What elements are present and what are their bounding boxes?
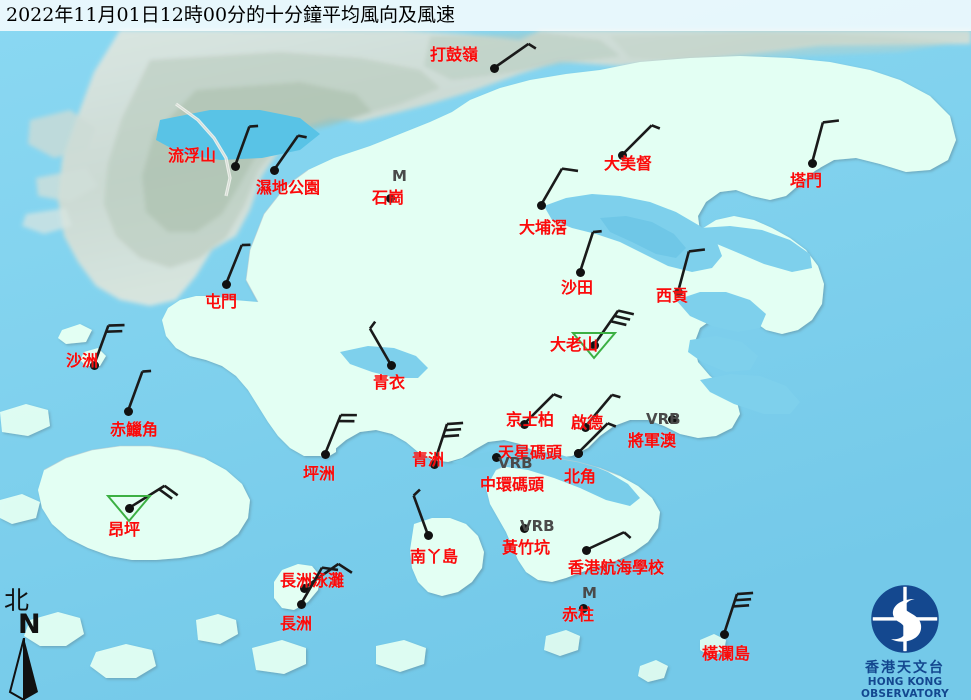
station-dot — [124, 503, 134, 513]
station-dot — [580, 422, 590, 432]
station-label-kings-park: 京士柏 — [506, 410, 555, 429]
station-label-sha-tin: 沙田 — [561, 278, 594, 297]
station-label-tap-mun: 塔門 — [790, 171, 823, 190]
station-note-tseung-kwan-o: VRB — [646, 410, 681, 428]
station-label-waglan-island: 橫瀾島 — [702, 644, 751, 663]
station-label-tai-po-kau: 大埔滘 — [519, 218, 568, 237]
station-label-ngong-ping: 昂坪 — [108, 520, 141, 539]
wind-barb-icon — [585, 531, 632, 552]
hko-logo: 香港天文台 HONG KONG OBSERVATORY — [843, 583, 967, 700]
wind-barb-icon — [621, 124, 661, 156]
station-label-north-point: 北角 — [564, 467, 597, 486]
station-dot — [536, 200, 546, 210]
title-bar: 2022年11月01日12時00分的十分鐘平均風向及風速 — [0, 0, 971, 31]
station-dot — [578, 603, 588, 613]
wind-barb-icon — [592, 309, 635, 346]
station-dot — [269, 165, 279, 175]
station-dot — [230, 161, 240, 171]
station-dot — [573, 448, 583, 458]
wind-barb-icon — [92, 323, 125, 366]
station-label-sha-chau: 沙洲 — [66, 351, 99, 370]
wind-barb-icon — [577, 422, 617, 454]
station-label-stanley: 赤柱 — [562, 605, 595, 624]
station-dot — [491, 452, 501, 462]
wind-barb-icon — [368, 320, 393, 366]
wind-barb-icon — [539, 167, 579, 206]
north-arrow-icon — [8, 638, 38, 700]
station-label-tates-cairn: 大老山 — [550, 335, 599, 354]
station-label-chek-lap-kok: 赤鱲角 — [110, 420, 159, 439]
station-label-tsing-yi: 青衣 — [373, 373, 406, 392]
station-label-central-pier: 中環碼頭 — [480, 475, 545, 494]
hko-logo-icon — [871, 585, 939, 653]
wind-barb-icon — [676, 248, 706, 293]
compass-north-en: N — [18, 609, 41, 640]
station-label-lau-fau-shan: 流浮山 — [168, 146, 217, 165]
wind-barb-icon — [578, 229, 602, 273]
station-label-tseung-kwan-o: 將軍澳 — [628, 431, 677, 450]
station-note-stanley: M — [582, 584, 597, 602]
station-dot — [489, 63, 499, 73]
wind-barb-icon — [810, 119, 840, 164]
station-dot — [123, 406, 133, 416]
station-dot — [589, 340, 599, 350]
station-label-green-island: 青洲 — [412, 450, 445, 469]
station-label-cheung-chau-beach: 長洲泳灘 — [280, 571, 345, 590]
station-note-wong-chuk-hang: VRB — [520, 517, 555, 535]
hko-logo-cn: 香港天文台 — [865, 660, 945, 676]
station-label-hk-sea-school: 香港航海學校 — [568, 558, 665, 577]
wind-barb-icon — [272, 134, 307, 171]
station-label-cheung-chau: 長洲 — [280, 614, 313, 633]
wind-barb-icon — [233, 124, 259, 167]
wind-barb-icon — [432, 421, 464, 465]
station-label-star-ferry: 天星碼頭 — [498, 443, 563, 462]
wind-barb-icon — [126, 369, 152, 412]
station-dot — [807, 158, 817, 168]
wind-barb-icon — [323, 413, 357, 455]
station-label-ta-kwu-ling: 打鼓嶺 — [430, 45, 479, 64]
station-label-wong-chuk-hang: 黃竹坑 — [502, 538, 551, 557]
station-dot — [575, 267, 585, 277]
station-dot — [519, 523, 529, 533]
station-dot — [385, 193, 395, 203]
station-dot — [423, 530, 433, 540]
station-label-shek-kong: 石崗 — [372, 188, 405, 207]
station-label-kai-tak: 啟德 — [571, 413, 604, 432]
wind-barb-icon — [493, 42, 537, 70]
gale-triangle-icon — [105, 495, 153, 523]
page-title: 2022年11月01日12時00分的十分鐘平均風向及風速 — [6, 4, 456, 26]
wind-barb-icon — [412, 488, 430, 536]
compass-north-cn: 北 — [4, 586, 30, 615]
station-label-peng-chau: 坪洲 — [303, 464, 336, 483]
station-label-sai-kung: 西貢 — [656, 286, 689, 305]
station-dot — [617, 150, 627, 160]
station-label-tuen-mun: 屯門 — [205, 292, 238, 311]
station-label-wetland-park: 濕地公園 — [256, 178, 321, 197]
station-note-central-pier: VRB — [498, 454, 533, 472]
wind-barb-icon — [299, 566, 339, 605]
station-dot — [296, 599, 306, 609]
station-dot — [519, 419, 529, 429]
station-dot — [221, 279, 231, 289]
station-dot — [429, 459, 439, 469]
station-dot — [719, 629, 729, 639]
station-dot — [89, 360, 99, 370]
wind-barb-icon — [224, 243, 251, 285]
station-note-shek-kong: M — [392, 167, 407, 185]
station-dot — [320, 449, 330, 459]
station-dot — [667, 414, 677, 424]
station-label-lamma-island: 南丫島 — [410, 547, 459, 566]
station-dot — [673, 287, 683, 297]
gale-triangle-icon — [570, 332, 618, 360]
wind-barb-icon — [523, 393, 563, 425]
station-dot — [299, 583, 309, 593]
hko-logo-en: HONG KONG OBSERVATORY — [861, 676, 949, 700]
station-dot — [386, 360, 396, 370]
station-dot — [581, 545, 591, 555]
station-label-tai-mei-tuk: 大美督 — [604, 154, 653, 173]
wind-barb-icon — [584, 393, 621, 428]
wind-barb-icon — [722, 591, 754, 635]
